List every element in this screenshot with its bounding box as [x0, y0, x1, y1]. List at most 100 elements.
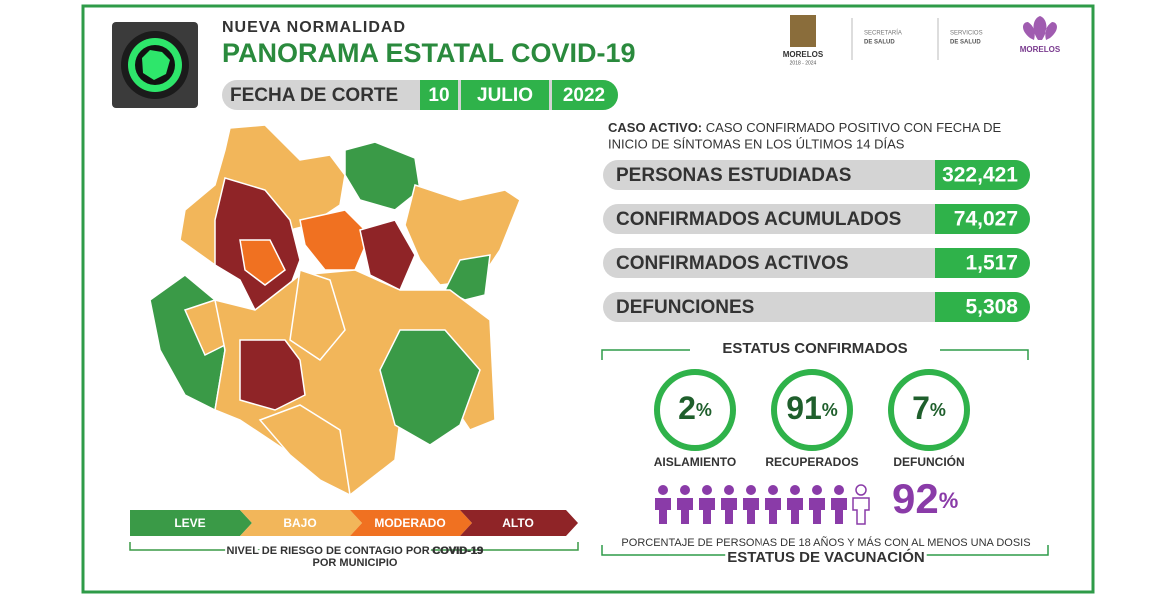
person-icon — [787, 498, 803, 524]
person-icon — [724, 485, 734, 495]
definition-term: CASO ACTIVO: — [608, 120, 702, 135]
logo-text: SERVICIOS — [950, 31, 983, 37]
status-value: 91% — [786, 390, 838, 426]
status-title: ESTATUS CONFIRMADOS — [722, 340, 907, 357]
status-label: RECUPERADOS — [765, 455, 858, 469]
date-box — [461, 80, 549, 110]
person-icon — [699, 498, 715, 524]
status-number: 7 — [912, 390, 930, 426]
stat-bar — [603, 292, 1030, 322]
person-icon — [746, 485, 756, 495]
legend-label: LEVE — [174, 516, 205, 530]
legend-label: MODERADO — [374, 516, 445, 530]
stat-value: 1,517 — [965, 252, 1018, 275]
legend-caption: POR MUNICIPIO — [313, 557, 398, 569]
vaccination-note: PORCENTAJE DE PERSONAS DE 18 AÑOS Y MÁS … — [621, 536, 1030, 549]
legend-label: BAJO — [283, 516, 316, 530]
logo-text: DE SALUD — [864, 40, 895, 46]
legend-caption-bold: COVID-19 — [433, 545, 484, 557]
logo-text: SECRETARÍA — [864, 30, 902, 37]
vaccination-unit: % — [939, 488, 959, 513]
vaccination-value: 92% — [892, 475, 958, 522]
frame — [81, 4, 1095, 594]
person-icon — [790, 485, 800, 495]
status-unit: % — [822, 400, 838, 420]
stat-label: PERSONAS ESTUDIADAS — [616, 165, 851, 186]
status-label: AISLAMIENTO — [654, 455, 736, 469]
vaccination-title: ESTATUS DE VACUNACIÓN — [727, 548, 925, 566]
status-ring — [654, 369, 736, 451]
map — [149, 124, 521, 497]
legend-caption-text: NIVEL DE RIESGO DE CONTAGIO POR — [227, 545, 429, 557]
subtitle: NUEVA NORMALIDAD — [222, 19, 406, 36]
legend-swatch — [240, 510, 362, 536]
vaccination-number: 92 — [892, 475, 939, 522]
traffic-light — [112, 22, 198, 108]
stat-value: 74,027 — [954, 208, 1018, 231]
person-icon — [680, 485, 690, 495]
stat-value-box — [935, 204, 1030, 234]
stat-label: CONFIRMADOS ACTIVOS — [616, 253, 849, 274]
status-number: 2 — [678, 390, 696, 426]
stat-label: CONFIRMADOS ACUMULADOS — [616, 209, 901, 230]
stat-bar — [603, 160, 1030, 190]
stat-value-box — [935, 248, 1030, 278]
logo-text: MORELOS — [783, 50, 824, 59]
legend-swatch — [350, 510, 472, 536]
status-unit: % — [696, 400, 712, 420]
stat-value: 5,308 — [965, 296, 1018, 319]
definition-text: CASO CONFIRMADO POSITIVO CON FECHA DE — [706, 120, 1002, 135]
person-icon — [677, 498, 693, 524]
stat-bar — [603, 248, 1030, 278]
person-icon — [702, 485, 712, 495]
legend-caption: NIVEL DE RIESGO DE CONTAGIO POR COVID-19 — [227, 545, 483, 557]
status-value: 2% — [678, 390, 712, 426]
legend-swatch — [460, 510, 578, 536]
status-ring — [888, 369, 970, 451]
stat-value-box — [935, 292, 1030, 322]
date-month: JULIO — [477, 85, 533, 106]
person-icon — [852, 497, 870, 525]
date-day: 10 — [428, 85, 449, 106]
legend-caption: NIVEL DE RIESGO DE CONTAGIO POR COVID-19 — [227, 545, 484, 557]
vaccination-icons — [655, 484, 870, 525]
person-icon — [855, 484, 867, 496]
status: 2% AISLAMIENTO 91% RECUPERADOS 7% DEFUNCIÓN — [654, 369, 970, 469]
person-icon — [768, 485, 778, 495]
person-icon — [658, 485, 668, 495]
logo-text: MORELOS — [1020, 45, 1061, 54]
status-label: DEFUNCIÓN — [893, 454, 964, 469]
definition: CASO ACTIVO: CASO CONFIRMADO POSITIVO CO… — [608, 120, 1002, 135]
stats: PERSONAS ESTUDIADAS 322,421 CONFIRMADOS AC… — [603, 160, 1030, 322]
date-box — [420, 80, 458, 110]
stat-label: DEFUNCIONES — [616, 297, 754, 318]
stat-value-box — [935, 160, 1030, 190]
logo-text: 2018 - 2024 — [790, 60, 817, 66]
stat-bar — [603, 204, 1030, 234]
person-icon — [765, 498, 781, 524]
legend-label: ALTO — [502, 516, 534, 530]
person-icon — [812, 485, 822, 495]
person-icon — [834, 485, 844, 495]
person-icon — [809, 498, 825, 524]
date-label: FECHA DE CORTE — [230, 85, 398, 106]
person-icon — [743, 498, 759, 524]
status-value: 7% — [912, 390, 946, 426]
logos: MORELOS 2018 - 2024 SECRETARÍA DE SALUD … — [783, 15, 1061, 66]
legend-swatch — [130, 510, 252, 536]
logo-text: DE SALUD — [950, 40, 981, 46]
legend: LEVE BAJO MODERADO ALTO NIVEL DE RIESGO … — [129, 510, 579, 569]
person-icon — [721, 498, 737, 524]
legend-caption-bold: COVID-19 — [432, 545, 483, 557]
title: PANORAMA ESTATAL COVID-19 — [222, 38, 636, 68]
status-number: 91 — [786, 390, 822, 426]
person-icon — [831, 498, 847, 524]
status-unit: % — [930, 400, 946, 420]
legend-caption-text: NIVEL DE RIESGO DE CONTAGIO POR — [227, 545, 430, 557]
stat-value: 322,421 — [942, 164, 1018, 187]
person-icon — [655, 498, 671, 524]
date-box — [552, 80, 618, 110]
status-ring — [771, 369, 853, 451]
